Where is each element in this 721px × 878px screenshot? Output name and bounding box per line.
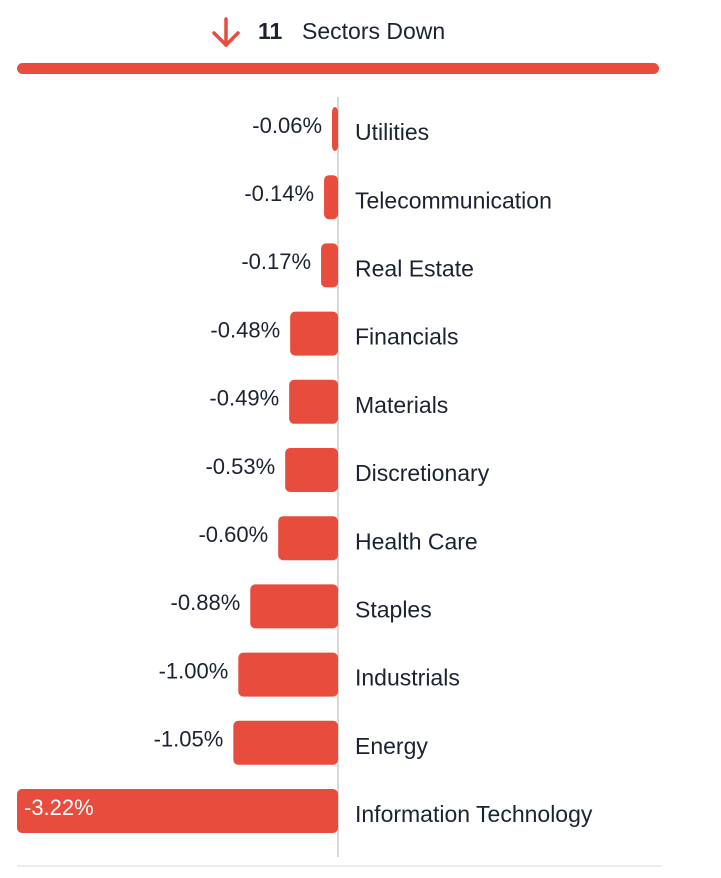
bar — [324, 175, 338, 220]
value-label: -0.17% — [241, 249, 311, 274]
bar — [332, 107, 338, 151]
value-label: -0.49% — [209, 386, 279, 411]
bar — [238, 652, 338, 697]
value-label: -0.60% — [198, 522, 268, 547]
bar — [233, 720, 338, 765]
bar — [290, 311, 338, 356]
category-label: Discretionary — [355, 460, 490, 486]
category-label: Energy — [355, 733, 428, 759]
bar — [17, 789, 338, 833]
down-count: 11 — [258, 18, 283, 44]
category-label: Real Estate — [355, 255, 474, 281]
value-label: -0.48% — [210, 317, 280, 342]
bar — [278, 516, 338, 561]
category-label: Information Technology — [355, 801, 593, 827]
category-label: Materials — [355, 392, 448, 418]
value-label: -0.53% — [205, 454, 275, 479]
bar — [285, 448, 338, 492]
category-label: Health Care — [355, 528, 478, 554]
value-label: -3.22% — [24, 795, 94, 820]
value-label: -1.05% — [154, 727, 224, 752]
bar — [250, 584, 338, 629]
value-label: -0.14% — [244, 181, 314, 206]
category-label: Utilities — [355, 119, 429, 145]
down-arrow-icon — [212, 17, 240, 47]
category-label: Financials — [355, 324, 459, 350]
chart-title: Sectors Down — [302, 18, 445, 44]
category-label: Industrials — [355, 665, 460, 691]
header-bar — [17, 63, 659, 74]
value-label: -1.00% — [159, 658, 229, 683]
category-label: Telecommunication — [355, 187, 552, 213]
bar — [289, 379, 338, 424]
bar — [321, 243, 338, 288]
value-label: -0.88% — [171, 590, 241, 615]
category-label: Staples — [355, 596, 432, 622]
value-label: -0.06% — [252, 113, 322, 138]
